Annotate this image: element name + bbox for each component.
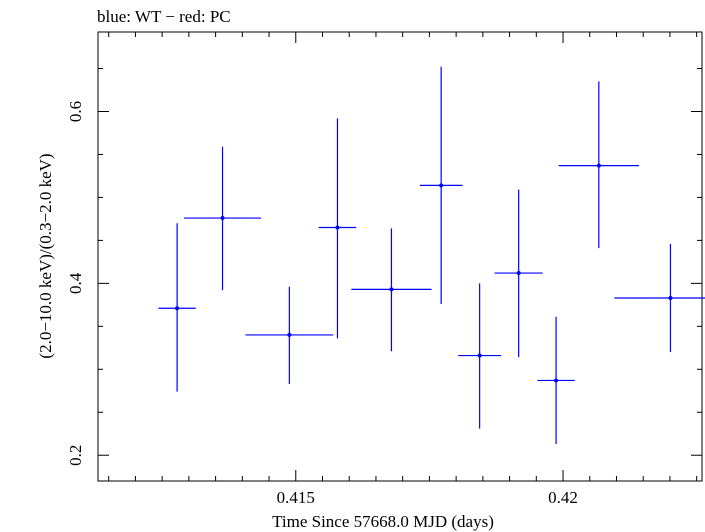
point-marker <box>596 163 601 168</box>
point-marker <box>389 287 394 292</box>
point-marker <box>335 225 340 230</box>
x-tick-label: 0.42 <box>548 488 578 507</box>
plot-frame <box>97 31 703 482</box>
data-point <box>158 223 196 392</box>
chart-title: blue: WT − red: PC <box>97 7 231 26</box>
data-point <box>184 146 262 291</box>
point-marker <box>287 332 292 337</box>
data-point <box>245 286 334 384</box>
data-point <box>558 81 639 249</box>
y-tick-label: 0.4 <box>66 272 85 294</box>
y-tick-label: 0.2 <box>66 445 85 466</box>
point-marker <box>477 353 482 358</box>
y-axis: 0.2 0.4 0.6 <box>66 68 702 466</box>
point-marker <box>175 306 180 311</box>
data-point <box>419 66 463 304</box>
data-point <box>614 243 705 353</box>
y-tick-label: 0.6 <box>66 101 85 122</box>
point-marker <box>668 295 673 300</box>
x-axis-label: Time Since 57668.0 MJD (days) <box>272 512 494 531</box>
x-tick-label: 0.415 <box>277 488 315 507</box>
point-marker <box>439 183 444 188</box>
point-marker <box>220 216 225 221</box>
point-marker <box>516 271 521 276</box>
data-point <box>494 189 543 358</box>
data-point <box>458 283 502 429</box>
y-axis-label: (2.0−10.0 keV)/(0.3−2.0 keV) <box>36 153 55 358</box>
data-point <box>351 228 432 352</box>
x-axis: 0.415 0.42 <box>108 32 698 507</box>
data-point <box>537 316 575 445</box>
data-point <box>318 118 357 339</box>
point-marker <box>554 378 559 383</box>
data-series <box>158 66 705 445</box>
